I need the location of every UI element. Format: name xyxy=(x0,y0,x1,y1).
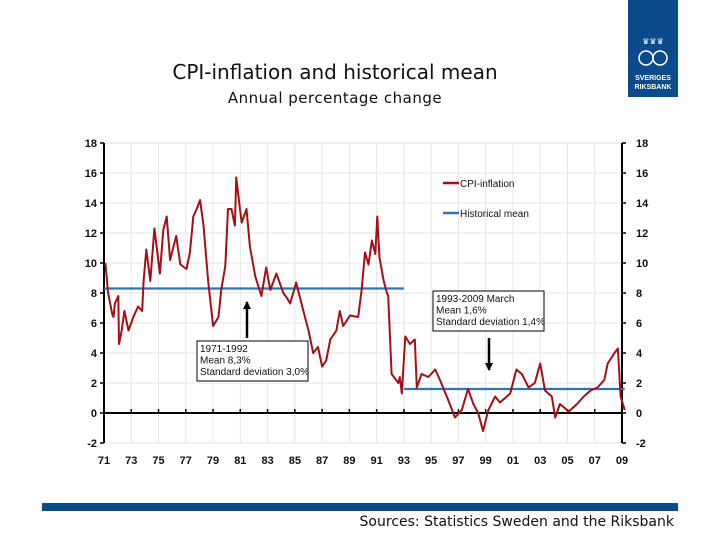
x-tick-label: 87 xyxy=(316,455,328,467)
y-tick-label-right: 8 xyxy=(636,288,642,300)
x-tick-label: 09 xyxy=(616,455,628,467)
y-tick-label-right: 18 xyxy=(636,138,648,150)
x-tick-label: 71 xyxy=(98,455,110,467)
y-tick-label-left: 14 xyxy=(85,198,98,210)
y-tick-label-left: 16 xyxy=(85,168,97,180)
x-tick-label: 05 xyxy=(561,455,573,467)
y-tick-label-right: 2 xyxy=(636,378,642,390)
annotation-text: Standard deviation 3,0% xyxy=(200,367,309,378)
footer-bar xyxy=(42,503,678,511)
annotation-text: 1993-2009 March xyxy=(436,294,514,305)
y-tick-label-right: 14 xyxy=(636,198,649,210)
riksbank-logo: ♛♛♛ SVERIGES RIKSBANK xyxy=(628,0,678,97)
x-tick-label: 91 xyxy=(371,455,383,467)
y-tick-label-left: 10 xyxy=(85,258,97,270)
x-tick-label: 85 xyxy=(289,455,301,467)
x-tick-label: 89 xyxy=(343,455,355,467)
y-tick-label-left: 12 xyxy=(85,228,97,240)
x-tick-label: 81 xyxy=(234,455,246,467)
svg-text:♛♛♛: ♛♛♛ xyxy=(642,37,664,46)
annotation-text: Standard deviation 1,4% xyxy=(436,317,545,328)
x-tick-label: 75 xyxy=(152,455,164,467)
x-tick-label: 97 xyxy=(452,455,464,467)
x-tick-label: 73 xyxy=(125,455,137,467)
annotation-text: Mean 8,3% xyxy=(200,356,251,367)
crown-emblem-icon: ♛♛♛ SVERIGES RIKSBANK xyxy=(635,37,672,91)
y-tick-label-right: 10 xyxy=(636,258,648,270)
y-tick-label-right: 16 xyxy=(636,168,648,180)
svg-text:SVERIGES: SVERIGES xyxy=(635,75,671,82)
annotation-text: 1971-1992 xyxy=(200,344,248,355)
sources-text: Sources: Statistics Sweden and the Riksb… xyxy=(359,514,674,530)
slide-title: CPI-inflation and historical mean xyxy=(172,60,498,84)
legend-label-mean: Historical mean xyxy=(460,209,529,220)
x-tick-label: 07 xyxy=(589,455,601,467)
annotation-text: Mean 1,6% xyxy=(436,306,487,317)
y-tick-label-left: -2 xyxy=(87,438,97,450)
x-tick-label: 83 xyxy=(261,455,273,467)
y-tick-label-right: 12 xyxy=(636,228,648,240)
svg-text:RIKSBANK: RIKSBANK xyxy=(635,84,672,91)
x-tick-label: 99 xyxy=(480,455,492,467)
annotation-arrow-head-icon xyxy=(243,301,251,309)
y-tick-label-left: 4 xyxy=(91,348,98,360)
annotation-box xyxy=(196,340,309,382)
x-tick-label: 95 xyxy=(425,455,437,467)
x-tick-label: 79 xyxy=(207,455,219,467)
x-tick-label: 93 xyxy=(398,455,410,467)
y-tick-label-left: 8 xyxy=(91,288,97,300)
slide-subtitle: Annual percentage change xyxy=(227,89,443,107)
x-tick-label: 01 xyxy=(507,455,519,467)
annotation-arrow-head-icon xyxy=(485,363,493,371)
y-tick-label-left: 6 xyxy=(91,318,97,330)
y-tick-label-right: 6 xyxy=(636,318,642,330)
y-tick-label-left: 18 xyxy=(85,138,97,150)
y-tick-label-left: 0 xyxy=(91,408,97,420)
x-tick-label: 03 xyxy=(534,455,546,467)
annotation-box xyxy=(432,290,545,332)
y-tick-label-right: -2 xyxy=(636,438,646,450)
cpi-inflation-line xyxy=(104,176,626,432)
y-tick-label-left: 2 xyxy=(91,378,97,390)
y-tick-label-right: 4 xyxy=(636,348,643,360)
x-tick-label: 77 xyxy=(180,455,192,467)
legend-label-cpi: CPI-inflation xyxy=(460,179,514,190)
y-tick-label-right: 0 xyxy=(636,408,642,420)
